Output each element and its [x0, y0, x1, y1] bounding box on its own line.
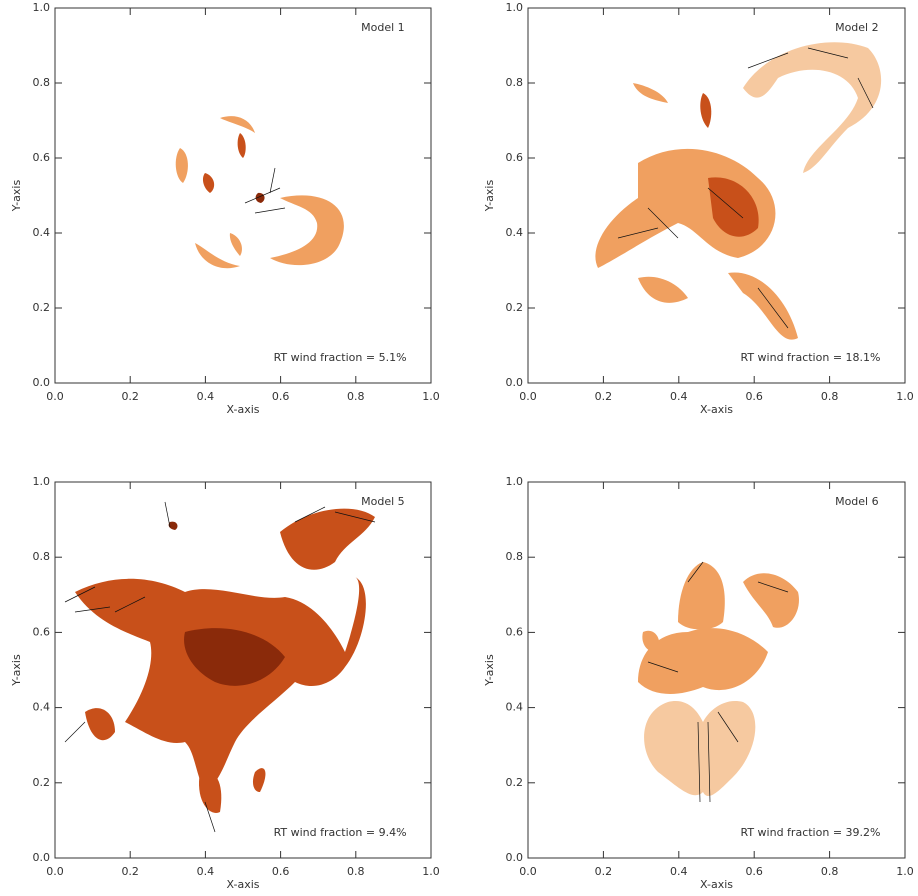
x-tick-label: 0.8 [347, 390, 365, 403]
plot-frame [54, 481, 432, 859]
annotation: Model 2 [835, 21, 879, 34]
x-tick-label: 0.4 [670, 390, 688, 403]
y-tick-label: 0.0 [506, 851, 524, 864]
annotation: RT wind fraction = 5.1% [274, 351, 407, 364]
y-tick-label: 0.4 [506, 226, 524, 239]
simulation-image [64, 501, 376, 833]
simulation-image [175, 116, 344, 269]
x-tick-label: 1.0 [422, 390, 440, 403]
y-tick-label: 0.2 [506, 776, 524, 789]
annotation: Model 6 [835, 495, 879, 508]
x-axis-label: X-axis [227, 878, 260, 891]
x-axis-label: X-axis [700, 403, 733, 416]
x-tick-label: 0.0 [519, 865, 537, 878]
y-tick-label: 0.2 [506, 301, 524, 314]
y-tick-label: 1.0 [33, 1, 51, 14]
x-tick-label: 0.2 [121, 390, 139, 403]
x-tick-label: 0.2 [121, 865, 139, 878]
y-tick-label: 0.6 [506, 625, 524, 638]
x-tick-label: 0.6 [272, 390, 290, 403]
annotation: Model 1 [361, 21, 405, 34]
x-tick-label: 0.2 [595, 865, 613, 878]
x-tick-label: 0.6 [745, 390, 763, 403]
y-tick-label: 0.8 [33, 550, 51, 563]
y-axis-label: Y-axis [483, 180, 496, 213]
x-tick-label: 0.4 [670, 865, 688, 878]
plot-frame [527, 481, 906, 859]
y-tick-label: 0.8 [33, 76, 51, 89]
x-tick-label: 0.6 [745, 865, 763, 878]
y-tick-label: 0.6 [33, 625, 51, 638]
annotation: RT wind fraction = 18.1% [741, 351, 881, 364]
y-tick-label: 0.6 [506, 151, 524, 164]
annotation: Model 5 [361, 495, 405, 508]
y-tick-label: 1.0 [33, 475, 51, 488]
y-tick-label: 0.6 [33, 151, 51, 164]
x-tick-label: 0.6 [272, 865, 290, 878]
y-tick-label: 0.4 [506, 701, 524, 714]
y-axis-label: Y-axis [483, 654, 496, 687]
y-tick-label: 0.4 [33, 226, 51, 239]
x-tick-label: 1.0 [896, 865, 914, 878]
x-axis-label: X-axis [700, 878, 733, 891]
x-tick-label: 0.8 [821, 865, 839, 878]
y-axis-label: Y-axis [10, 654, 23, 687]
x-tick-label: 0.8 [347, 865, 365, 878]
y-tick-label: 0.0 [506, 376, 524, 389]
annotation: RT wind fraction = 9.4% [274, 826, 407, 839]
simulation-image [595, 42, 882, 340]
y-tick-label: 0.2 [33, 301, 51, 314]
y-axis-label: Y-axis [10, 180, 23, 213]
x-tick-label: 0.8 [821, 390, 839, 403]
y-tick-label: 0.4 [33, 701, 51, 714]
simulation-image [638, 561, 799, 803]
annotation: RT wind fraction = 39.2% [741, 826, 881, 839]
y-tick-label: 1.0 [506, 1, 524, 14]
y-tick-label: 0.8 [506, 550, 524, 563]
x-tick-label: 1.0 [422, 865, 440, 878]
y-tick-label: 0.0 [33, 851, 51, 864]
y-tick-label: 0.8 [506, 76, 524, 89]
x-tick-label: 0.2 [595, 390, 613, 403]
y-tick-label: 0.2 [33, 776, 51, 789]
x-axis-label: X-axis [227, 403, 260, 416]
y-tick-label: 0.0 [33, 376, 51, 389]
plot-frame [527, 7, 906, 384]
plot-frame [54, 7, 432, 384]
x-tick-label: 0.0 [46, 390, 64, 403]
x-tick-label: 0.0 [519, 390, 537, 403]
x-tick-label: 0.4 [197, 390, 215, 403]
x-tick-label: 1.0 [896, 390, 914, 403]
y-tick-label: 1.0 [506, 475, 524, 488]
x-tick-label: 0.4 [197, 865, 215, 878]
x-tick-label: 0.0 [46, 865, 64, 878]
